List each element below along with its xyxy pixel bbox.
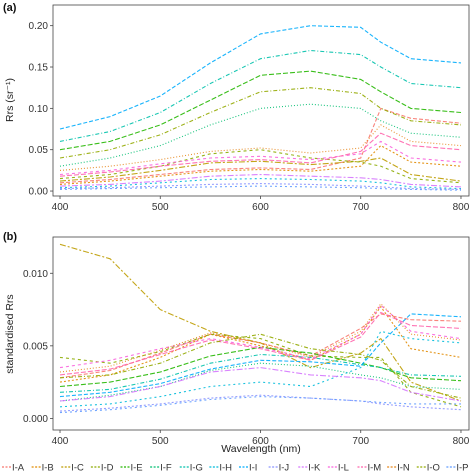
x-tick-label: 700 (352, 436, 369, 447)
legend-item-i-o: I-O (416, 463, 440, 474)
panel-b-y-axis-title: standardised Rrs (4, 294, 16, 373)
panel-b: (b) 400 500 600 700 800 0.000 0.005 0.010 stan… (3, 231, 470, 455)
legend-item-i-c: I-C (61, 463, 84, 474)
series-line-i-k (59, 367, 462, 402)
panel-b-frame (52, 236, 470, 431)
legend-item-i-h: I-H (209, 463, 232, 474)
series-line-i-n (59, 302, 462, 373)
legend-label: I-M (368, 463, 382, 474)
series-line-i-f (59, 362, 462, 402)
series-line-i-e (59, 70, 462, 151)
legend-label: I-P (456, 463, 468, 474)
series-line-i-m (59, 311, 462, 376)
panel-a-lines (59, 25, 462, 191)
legend-item-i-k: I-K (298, 463, 321, 474)
legend-label: I-D (101, 463, 114, 474)
x-tick-label: 600 (252, 436, 269, 447)
x-tick-label: 500 (152, 202, 169, 213)
legend-label: I-J (279, 463, 290, 474)
panel-b-y-axis-title-text: standardised Rrs (4, 294, 16, 373)
panel-a-label: (a) (3, 2, 17, 14)
panel-a-y-ticks: 0.00 0.05 0.10 0.15 0.20 (29, 21, 53, 198)
x-tick-label: 800 (453, 436, 470, 447)
panel-b-x-axis-title: Wavelength (nm) (221, 443, 301, 455)
series-line-i-j (59, 183, 462, 190)
legend-item-i-f: I-F (150, 463, 172, 474)
series-line-i-g (59, 353, 462, 393)
legend-label: I-B (42, 463, 54, 474)
series-line-i-i (59, 25, 462, 130)
legend-item-i-b: I-B (31, 463, 54, 474)
series-line-i-a (59, 313, 462, 379)
legend-label: I-G (190, 463, 203, 474)
series-line-i-i (59, 313, 462, 398)
y-tick-label: 0.15 (29, 63, 49, 74)
panel-a-x-ticks: 400 500 600 700 800 (52, 196, 470, 213)
series-line-i-c (59, 157, 462, 182)
panel-a-y-axis-title-text: Rrs (sr⁻¹) (4, 78, 16, 122)
legend-item-i-j: I-J (268, 463, 290, 474)
legend-item-i-i: I-I (239, 463, 257, 474)
legend-item-i-n: I-N (387, 463, 410, 474)
panel-b-x-ticks: 400 500 600 700 800 (52, 430, 470, 447)
legend-item-i-g: I-G (179, 463, 203, 474)
series-line-i-h (59, 330, 462, 408)
series-line-i-d (59, 333, 462, 408)
series-line-i-k (59, 173, 462, 188)
legend-label: I-K (308, 463, 321, 474)
panel-a: (a) 400 500 600 700 800 0.00 0.05 0.10 0.15 0.20… (3, 2, 470, 213)
legend-item-i-m: I-M (357, 463, 382, 474)
y-tick-label: 0.000 (23, 414, 48, 425)
series-line-i-p (59, 185, 462, 191)
y-tick-label: 0.005 (23, 341, 48, 352)
series-line-i-o (59, 333, 462, 399)
legend-label: I-C (71, 463, 84, 474)
x-tick-label: 400 (52, 202, 69, 213)
legend-label: I-A (12, 463, 25, 474)
legend-item-i-l: I-L (327, 463, 349, 474)
y-tick-label: 0.10 (29, 104, 49, 115)
legend-label: I-E (131, 463, 143, 474)
series-line-i-l (59, 140, 462, 176)
panel-b-y-ticks: 0.000 0.005 0.010 (23, 269, 53, 425)
legend-label: I-H (219, 463, 232, 474)
series-line-i-f (59, 103, 462, 167)
y-tick-label: 0.20 (29, 21, 49, 32)
y-tick-label: 0.010 (23, 269, 48, 280)
legend-label: I-N (397, 463, 410, 474)
series-line-i-a (59, 107, 462, 184)
legend-item-i-e: I-E (120, 463, 143, 474)
legend-label: I-F (160, 463, 172, 474)
legend-label: I-I (249, 463, 257, 474)
panel-a-y-axis-title: Rrs (sr⁻¹) (4, 78, 16, 122)
series-line-i-n (59, 124, 462, 171)
legend-item-i-d: I-D (90, 463, 114, 474)
x-tick-label: 700 (352, 202, 369, 213)
series-line-i-c (59, 243, 462, 402)
x-tick-label: 400 (52, 436, 69, 447)
series-line-i-m (59, 132, 462, 177)
y-tick-label: 0.00 (29, 187, 49, 198)
legend: I-A I-B I-C I-D I-E I-F I-G I-H I-I I-J I-K I-L I-M I… (2, 463, 469, 474)
x-tick-label: 500 (152, 436, 169, 447)
x-tick-label: 600 (252, 202, 269, 213)
y-tick-label: 0.05 (29, 145, 49, 156)
legend-item-i-a: I-A (2, 463, 25, 474)
series-line-i-d (59, 149, 462, 184)
legend-item-i-p: I-P (446, 463, 469, 474)
panel-a-frame (52, 4, 470, 197)
series-line-i-g (59, 49, 462, 142)
series-line-i-h (59, 178, 462, 190)
legend-label: I-O (427, 463, 440, 474)
panel-b-lines (59, 243, 462, 414)
series-line-i-l (59, 304, 462, 369)
x-tick-label: 800 (453, 202, 470, 213)
series-line-i-p (59, 396, 461, 414)
series-line-i-o (59, 87, 462, 159)
legend-label: I-L (338, 463, 349, 474)
series-line-i-j (59, 394, 462, 412)
panel-b-label: (b) (3, 231, 17, 243)
